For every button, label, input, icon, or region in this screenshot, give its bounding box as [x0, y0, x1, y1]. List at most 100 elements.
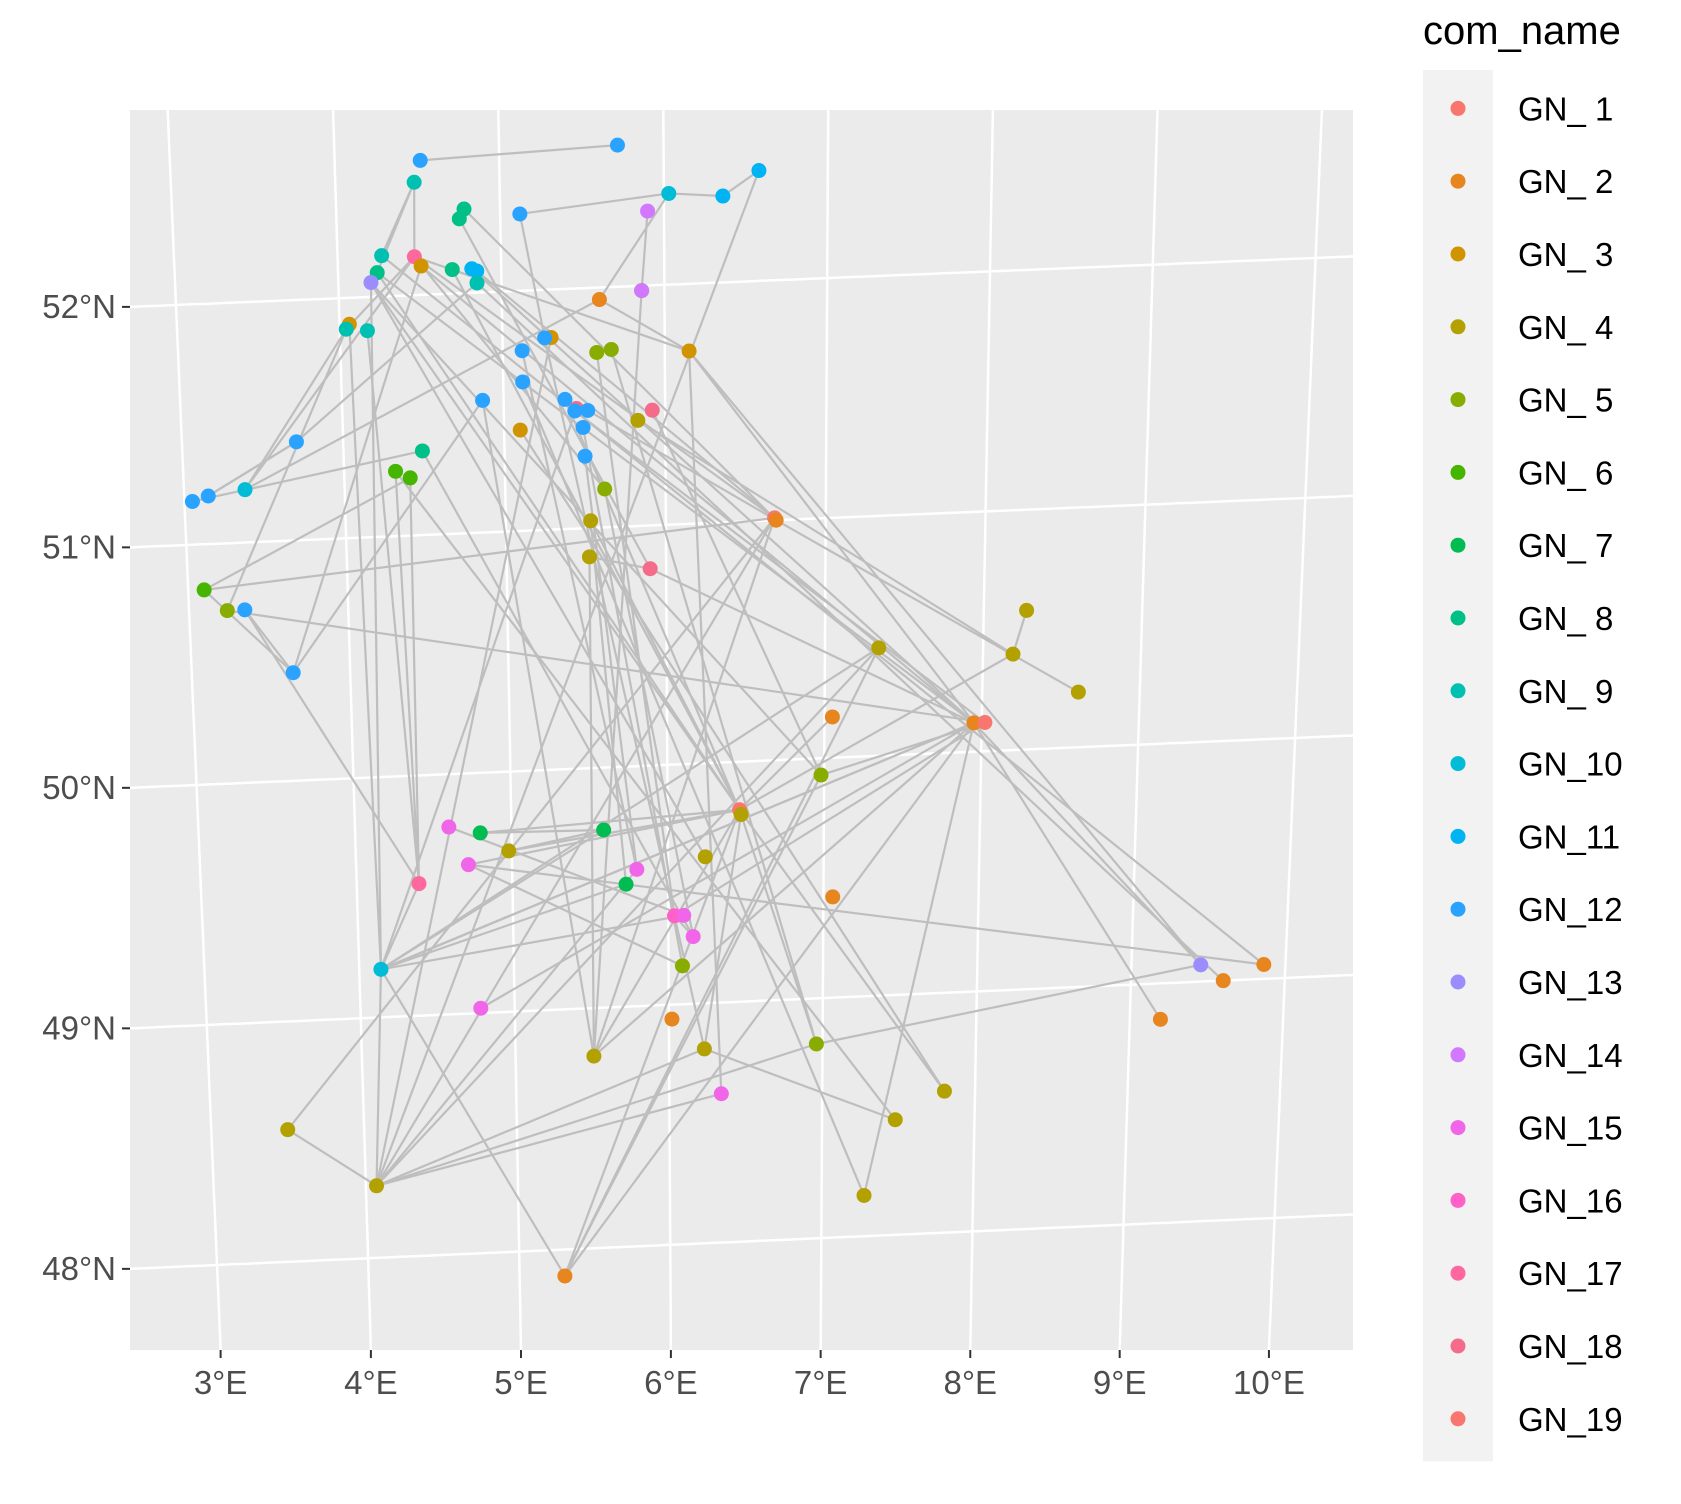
data-point	[515, 343, 530, 358]
data-point	[388, 464, 403, 479]
data-point	[537, 330, 552, 345]
legend-entry-label: GN_17	[1518, 1255, 1623, 1292]
data-point	[714, 1086, 729, 1101]
data-point	[473, 825, 488, 840]
legend-key-swatch	[1451, 538, 1466, 553]
data-point	[475, 393, 490, 408]
legend-key-swatch	[1451, 319, 1466, 334]
legend-key-swatch	[1451, 392, 1466, 407]
legend-key-swatch	[1451, 1193, 1466, 1208]
data-point	[682, 344, 697, 359]
data-point	[634, 283, 649, 298]
data-point	[473, 1001, 488, 1016]
data-point	[557, 1268, 572, 1283]
data-point	[1193, 957, 1208, 972]
legend-key-swatch	[1451, 683, 1466, 698]
legend-entry-label: GN_ 8	[1518, 600, 1613, 637]
legend-key-swatch	[1451, 756, 1466, 771]
x-tick-label: 6°E	[644, 1364, 698, 1401]
data-point	[686, 929, 701, 944]
data-point	[871, 640, 886, 655]
data-point	[937, 1084, 952, 1099]
legend-key-swatch	[1451, 611, 1466, 626]
data-point	[360, 323, 375, 338]
data-point	[339, 322, 354, 337]
data-point	[809, 1036, 824, 1051]
y-tick-label: 50°N	[42, 769, 116, 806]
x-tick-label: 7°E	[794, 1364, 848, 1401]
legend-entry-label: GN_10	[1518, 746, 1623, 783]
y-tick-label: 51°N	[42, 528, 116, 565]
legend-entry-label: GN_11	[1518, 818, 1620, 855]
data-point	[363, 275, 378, 290]
data-point	[407, 175, 422, 190]
data-point	[1006, 647, 1021, 662]
data-point	[403, 470, 418, 485]
data-point	[1071, 685, 1086, 700]
y-tick-label: 48°N	[42, 1250, 116, 1287]
data-point	[201, 488, 216, 503]
legend-key-swatch	[1451, 174, 1466, 189]
legend-key-swatch	[1451, 902, 1466, 917]
data-point	[640, 204, 655, 219]
legend-entry-label: GN_19	[1518, 1401, 1623, 1438]
y-tick-label: 52°N	[42, 288, 116, 325]
legend-entry-label: GN_ 5	[1518, 382, 1613, 419]
legend-key-swatch	[1451, 975, 1466, 990]
data-point	[469, 275, 484, 290]
legend-entry-label: GN_ 4	[1518, 309, 1613, 346]
data-point	[664, 1012, 679, 1027]
data-point	[414, 259, 429, 274]
data-point	[415, 443, 430, 458]
data-point	[567, 404, 582, 419]
legend-entry-label: GN_13	[1518, 964, 1623, 1001]
data-point	[289, 434, 304, 449]
data-point	[513, 423, 528, 438]
data-point	[373, 962, 388, 977]
data-point	[515, 374, 530, 389]
data-point	[185, 494, 200, 509]
data-point	[580, 403, 595, 418]
legend-title: com_name	[1423, 9, 1621, 53]
data-point	[698, 849, 713, 864]
data-point	[512, 206, 527, 221]
data-point	[610, 138, 625, 153]
x-tick-label: 3°E	[194, 1364, 248, 1401]
legend-entry-label: GN_15	[1518, 1110, 1623, 1147]
data-point	[857, 1188, 872, 1203]
data-point	[237, 482, 252, 497]
data-point	[675, 958, 690, 973]
legend-entry-label: GN_ 1	[1518, 90, 1613, 127]
data-point	[441, 820, 456, 835]
legend-entry-label: GN_ 7	[1518, 527, 1613, 564]
data-point	[576, 420, 591, 435]
legend-key-swatch	[1451, 1047, 1466, 1062]
data-point	[619, 877, 634, 892]
data-point	[1019, 603, 1034, 618]
y-axis-ticks: 48°N 49°N 50°N 51°N 52°N	[42, 288, 130, 1287]
x-tick-label: 8°E	[943, 1364, 997, 1401]
data-point	[825, 709, 840, 724]
data-point	[1256, 957, 1271, 972]
legend: com_name GN_ 1GN_ 2GN_ 3GN_ 4GN_ 5GN_ 6G…	[1423, 9, 1623, 1461]
legend-entry-label: GN_12	[1518, 891, 1623, 928]
legend-key-swatch	[1451, 465, 1466, 480]
legend-entry-label: GN_16	[1518, 1182, 1623, 1219]
data-point	[582, 549, 597, 564]
plot-panel	[130, 110, 1353, 1350]
data-point	[597, 481, 612, 496]
data-point	[630, 413, 645, 428]
data-point	[697, 1041, 712, 1056]
y-tick-label: 49°N	[42, 1009, 116, 1046]
data-point	[629, 862, 644, 877]
data-point	[643, 561, 658, 576]
data-point	[461, 857, 476, 872]
legend-key-swatch	[1451, 1120, 1466, 1135]
legend-entry-label: GN_ 3	[1518, 236, 1613, 273]
legend-entry-label: GN_18	[1518, 1328, 1623, 1365]
legend-entry-label: GN_ 2	[1518, 163, 1613, 200]
legend-key-swatch	[1451, 1266, 1466, 1281]
x-tick-label: 10°E	[1233, 1364, 1305, 1401]
